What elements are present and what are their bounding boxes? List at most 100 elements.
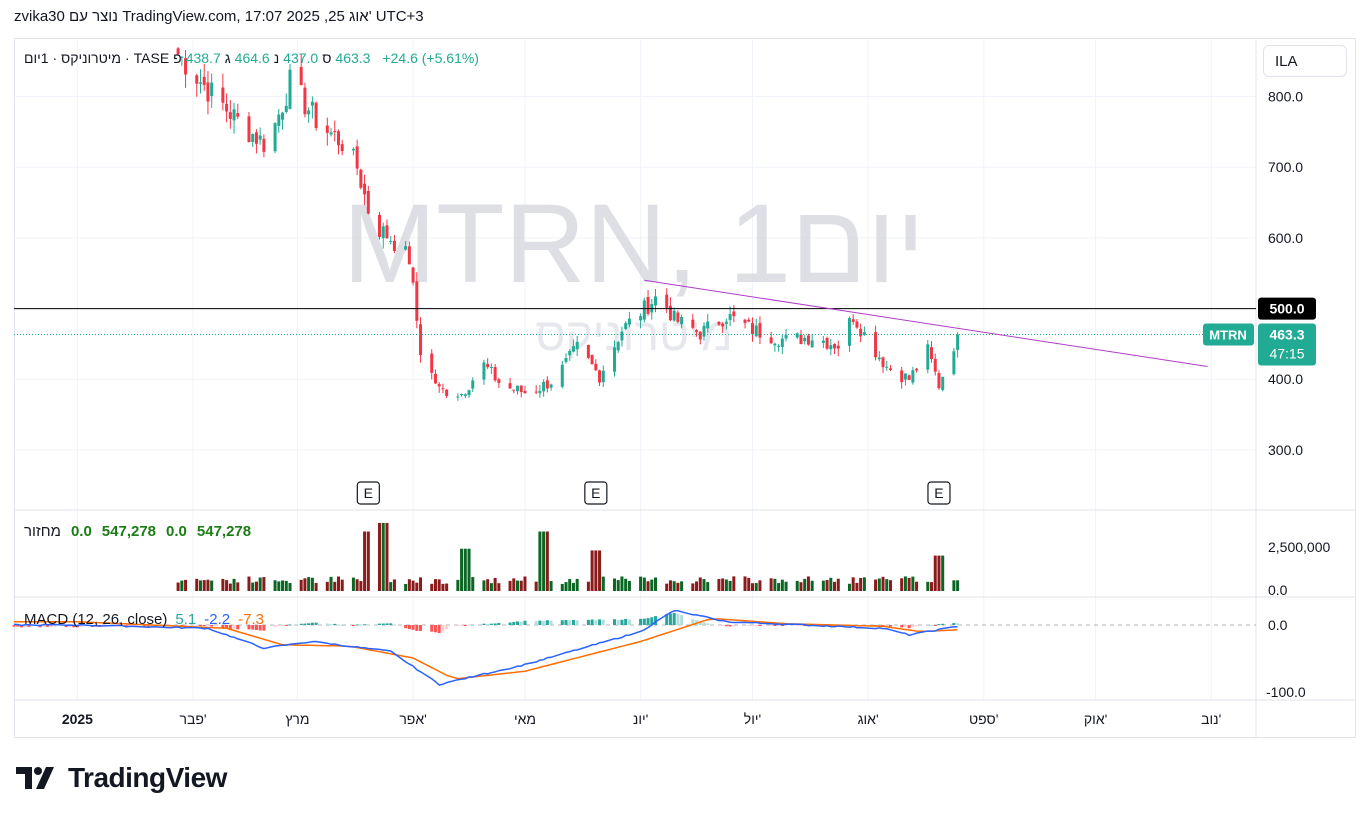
volume-bar (325, 581, 329, 591)
candle-body (545, 380, 549, 389)
volume-bar (665, 583, 669, 591)
candle-body (601, 370, 605, 383)
candle-body (467, 390, 471, 396)
candle-body (549, 384, 553, 388)
volume-bar (180, 580, 184, 591)
candle-body (299, 66, 303, 86)
macd-histogram-bar (284, 625, 288, 626)
macd-histogram-bar (721, 625, 725, 626)
macd-histogram-bar (329, 624, 333, 626)
candle-body (758, 323, 762, 338)
volume-bar (430, 583, 434, 591)
macd-histogram-bar (225, 625, 229, 629)
volume-legend: מחזור 0.0 547,278 0.0 547,278 (24, 523, 251, 540)
volume-bar (512, 578, 516, 591)
candle-body (307, 110, 311, 115)
trendline (644, 279, 1208, 368)
candle-body (564, 357, 568, 362)
currency-button[interactable]: ILA (1263, 45, 1347, 77)
candle-body (407, 246, 411, 265)
volume-bar (381, 522, 385, 591)
macd-histogram-bar (437, 625, 441, 634)
candle-body (680, 316, 684, 325)
macd-histogram-bar (545, 620, 549, 625)
volume-bar (821, 580, 825, 591)
volume-bar (277, 581, 281, 591)
candle-body (933, 358, 937, 372)
macd-histogram-bar (325, 623, 329, 625)
candle-body (236, 113, 240, 117)
candle-body (691, 319, 695, 328)
candle-body (900, 370, 904, 383)
volume-bar (516, 580, 520, 591)
volume-bar (336, 576, 340, 591)
macd-histogram-bar (516, 621, 520, 625)
macd-histogram-bar (724, 625, 728, 627)
volume-bar (646, 581, 650, 591)
volume-bar (616, 580, 620, 591)
candle-body (288, 69, 292, 109)
macd-histogram-bar (277, 625, 281, 627)
legend-high-label: ג (224, 50, 231, 66)
volume-bar (810, 580, 814, 591)
candle-body (258, 135, 262, 140)
volume-bar (519, 580, 523, 591)
macd-histogram-bar (16, 625, 20, 627)
macd-tick-label: 0.0 (1268, 617, 1288, 633)
volume-bar (407, 579, 411, 591)
price-tick-label: 300.0 (1268, 442, 1303, 458)
macd-histogram-bar (430, 625, 434, 632)
macd-histogram-bar (594, 619, 598, 625)
volume-bar (706, 582, 710, 591)
macd-histogram-bar (456, 625, 460, 626)
volume-bar (307, 577, 311, 591)
candle-body (180, 56, 184, 58)
time-axis-label: יונ' (633, 711, 648, 727)
legend-open: 438.7 (185, 50, 221, 66)
candle-body (381, 226, 385, 239)
volume-bar (258, 577, 262, 591)
volume-bar (198, 580, 202, 591)
volume-bar (721, 578, 725, 591)
macd-histogram-bar (956, 623, 960, 625)
candle-body (881, 357, 885, 368)
macd-histogram-bar (702, 622, 706, 625)
candle-body (937, 373, 941, 389)
candle-body (732, 311, 736, 317)
macd-histogram-bar (206, 625, 210, 626)
macd-histogram-bar (385, 623, 389, 625)
volume-value-1: 0.0 (70, 523, 92, 540)
macd-histogram-bar (642, 618, 646, 625)
volume-bar (885, 579, 889, 591)
time-axis-label: יול' (744, 711, 761, 727)
candle-body (445, 389, 449, 396)
volume-bar (680, 581, 684, 591)
candle-body (493, 367, 497, 381)
candle-body (627, 318, 631, 325)
time-axis-label: 2025 (62, 711, 93, 727)
volume-bar (833, 581, 837, 591)
candle-body (616, 342, 620, 351)
macd-histogram-bar (419, 625, 423, 631)
volume-bar (482, 580, 486, 591)
volume-bar (650, 579, 654, 591)
candle-body (810, 340, 814, 348)
volume-bar (254, 581, 258, 591)
macd-histogram-bar (750, 625, 754, 626)
candle-body (784, 335, 788, 339)
macd-histogram-bar (433, 625, 437, 633)
candle-body (508, 383, 512, 389)
candle-body (747, 319, 751, 322)
volume-bar (691, 583, 695, 591)
macd-histogram-bar (672, 613, 676, 625)
macd-histogram-bar (888, 625, 892, 627)
volume-bar (754, 583, 758, 591)
tradingview-logo[interactable]: TradingView (16, 762, 227, 794)
last-price-tag (1258, 323, 1316, 366)
volume-bar (363, 531, 367, 591)
volume-bar (366, 531, 370, 591)
candle-body (724, 321, 728, 324)
legend-close: 463.3 (335, 50, 371, 66)
macd-histogram-bar (262, 625, 266, 631)
